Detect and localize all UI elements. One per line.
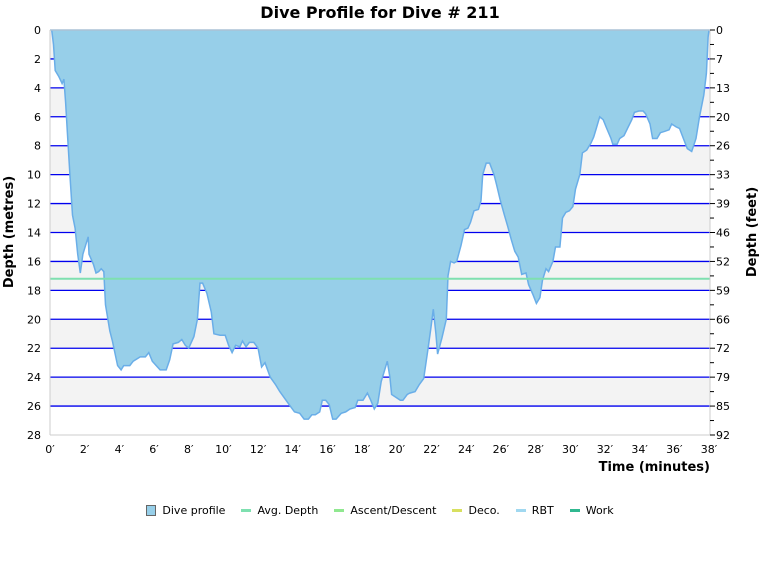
x-tick-label: 32′ <box>597 443 614 456</box>
y-tick-label: 26 <box>27 400 41 413</box>
y-tick-label: 12 <box>27 198 41 211</box>
y-right-tick-label: 13 <box>716 82 730 95</box>
x-tick-label: 16′ <box>319 443 336 456</box>
y-tick-label: 18 <box>27 284 41 297</box>
y-right-tick-label: 92 <box>716 429 730 442</box>
y-tick-label: 16 <box>27 255 41 268</box>
y-right-tick-label: 7 <box>716 53 723 66</box>
legend-swatch <box>515 509 526 512</box>
legend-item[interactable]: Avg. Depth <box>241 504 318 517</box>
x-tick-label: 8′ <box>184 443 194 456</box>
dive-profile-area <box>50 29 710 420</box>
y-tick-label: 28 <box>27 429 41 442</box>
x-tick-label: 10′ <box>215 443 232 456</box>
y-axis-right-label: Depth (feet) <box>745 187 760 277</box>
y-axis-label: Depth (metres) <box>2 176 17 288</box>
x-tick-label: 24′ <box>458 443 475 456</box>
legend-swatch <box>146 505 157 516</box>
y-tick-label: 2 <box>34 53 41 66</box>
y-right-tick-label: 85 <box>716 400 730 413</box>
y-right-tick-label: 72 <box>716 342 730 355</box>
x-tick-label: 6′ <box>149 443 159 456</box>
x-tick-label: 20′ <box>389 443 406 456</box>
x-tick-label: 28′ <box>527 443 544 456</box>
legend-item[interactable]: Dive profile <box>146 504 225 517</box>
legend-item[interactable]: Ascent/Descent <box>334 504 436 517</box>
y-right-tick-label: 79 <box>716 371 730 384</box>
x-tick-label: 30′ <box>562 443 579 456</box>
x-tick-label: 14′ <box>285 443 302 456</box>
y-tick-label: 22 <box>27 342 41 355</box>
y-right-tick-label: 26 <box>716 140 730 153</box>
legend: Dive profile Avg. Depth Ascent/Descent Deco… <box>0 504 760 517</box>
legend-label: Work <box>585 504 614 517</box>
dive-profile-chart: Dive Profile for Dive # 211 024681012141… <box>2 3 760 475</box>
y-tick-label: 8 <box>34 140 41 153</box>
legend-swatch <box>334 509 345 512</box>
x-tick-label: 2′ <box>80 443 90 456</box>
x-tick-label: 18′ <box>354 443 371 456</box>
legend-swatch <box>569 509 580 512</box>
x-tick-label: 38′ <box>701 443 718 456</box>
y-right-tick-label: 66 <box>716 313 730 326</box>
x-tick-label: 4′ <box>115 443 125 456</box>
y-right-tick-label: 0 <box>716 24 723 37</box>
x-axis-label: Time (minutes) <box>599 460 710 475</box>
legend-swatch <box>452 509 463 512</box>
legend-label: RBT <box>531 504 554 517</box>
x-tick-label: 12′ <box>250 443 267 456</box>
legend-label: Deco. <box>468 504 500 517</box>
legend-label: Dive profile <box>162 504 226 517</box>
legend-label: Avg. Depth <box>257 504 319 517</box>
x-tick-label: 26′ <box>493 443 510 456</box>
x-tick-label: 22′ <box>423 443 440 456</box>
legend-label: Ascent/Descent <box>350 504 437 517</box>
y-right-tick-label: 52 <box>716 255 730 268</box>
y-tick-label: 20 <box>27 313 41 326</box>
x-tick-label: 36′ <box>666 443 683 456</box>
y-tick-label: 6 <box>34 111 41 124</box>
x-tick-label: 34′ <box>631 443 648 456</box>
y-tick-label: 0 <box>34 24 41 37</box>
y-right-tick-label: 46 <box>716 227 730 240</box>
y-tick-label: 24 <box>27 371 41 384</box>
y-right-tick-label: 33 <box>716 169 730 182</box>
y-right-tick-label: 20 <box>716 111 730 124</box>
y-right-tick-label: 59 <box>716 284 730 297</box>
y-right-tick-label: 39 <box>716 198 730 211</box>
y-tick-label: 14 <box>27 227 41 240</box>
legend-item[interactable]: Deco. <box>452 504 500 517</box>
x-tick-label: 0′ <box>45 443 55 456</box>
y-tick-label: 4 <box>34 82 41 95</box>
legend-item[interactable]: RBT <box>515 504 554 517</box>
legend-swatch <box>241 509 252 512</box>
y-tick-label: 10 <box>27 169 41 182</box>
chart-title: Dive Profile for Dive # 211 <box>260 3 499 22</box>
legend-item[interactable]: Work <box>569 504 614 517</box>
